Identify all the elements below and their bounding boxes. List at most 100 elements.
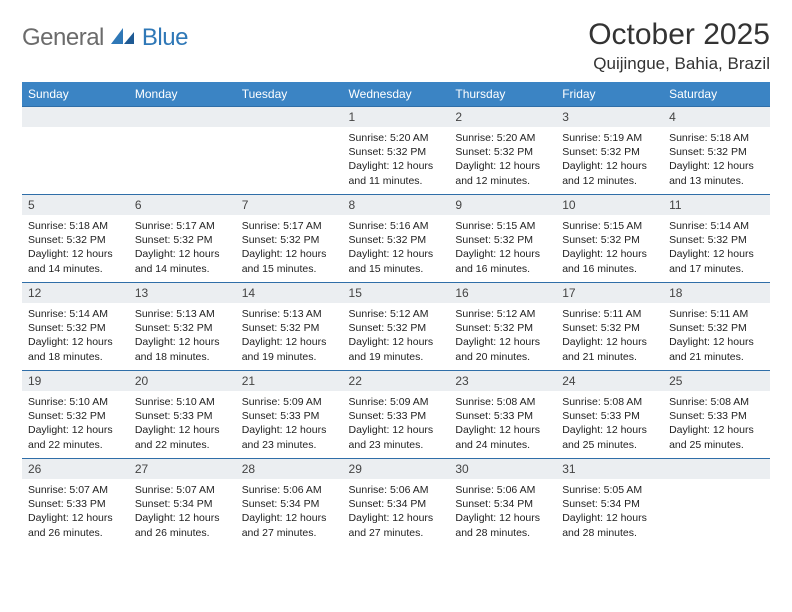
calendar-day-cell: 2Sunrise: 5:20 AMSunset: 5:32 PMDaylight… bbox=[449, 107, 556, 195]
daylight-line: Daylight: 12 hours and 19 minutes. bbox=[349, 335, 444, 363]
calendar-day-cell: 13Sunrise: 5:13 AMSunset: 5:32 PMDayligh… bbox=[129, 283, 236, 371]
daylight-line: Daylight: 12 hours and 11 minutes. bbox=[349, 159, 444, 187]
sunrise-line: Sunrise: 5:10 AM bbox=[28, 395, 123, 409]
day-number: 2 bbox=[449, 107, 556, 127]
sunset-line: Sunset: 5:32 PM bbox=[135, 321, 230, 335]
daylight-line: Daylight: 12 hours and 23 minutes. bbox=[349, 423, 444, 451]
sunrise-line: Sunrise: 5:18 AM bbox=[669, 131, 764, 145]
sunrise-line: Sunrise: 5:19 AM bbox=[562, 131, 657, 145]
calendar-day-cell: 31Sunrise: 5:05 AMSunset: 5:34 PMDayligh… bbox=[556, 459, 663, 547]
sunrise-line: Sunrise: 5:06 AM bbox=[242, 483, 337, 497]
sunrise-line: Sunrise: 5:17 AM bbox=[242, 219, 337, 233]
sunset-line: Sunset: 5:32 PM bbox=[669, 321, 764, 335]
sunset-line: Sunset: 5:32 PM bbox=[562, 233, 657, 247]
day-details: Sunrise: 5:12 AMSunset: 5:32 PMDaylight:… bbox=[343, 303, 450, 366]
day-details: Sunrise: 5:06 AMSunset: 5:34 PMDaylight:… bbox=[449, 479, 556, 542]
sunrise-line: Sunrise: 5:18 AM bbox=[28, 219, 123, 233]
day-details: Sunrise: 5:12 AMSunset: 5:32 PMDaylight:… bbox=[449, 303, 556, 366]
day-number: 12 bbox=[22, 283, 129, 303]
calendar-day-cell: 15Sunrise: 5:12 AMSunset: 5:32 PMDayligh… bbox=[343, 283, 450, 371]
daylight-line: Daylight: 12 hours and 14 minutes. bbox=[135, 247, 230, 275]
day-details: Sunrise: 5:20 AMSunset: 5:32 PMDaylight:… bbox=[343, 127, 450, 190]
sunset-line: Sunset: 5:32 PM bbox=[669, 233, 764, 247]
day-details: Sunrise: 5:17 AMSunset: 5:32 PMDaylight:… bbox=[236, 215, 343, 278]
sunrise-line: Sunrise: 5:13 AM bbox=[135, 307, 230, 321]
brand-word2: Blue bbox=[142, 24, 188, 52]
sunrise-line: Sunrise: 5:15 AM bbox=[455, 219, 550, 233]
calendar-week-row: 5Sunrise: 5:18 AMSunset: 5:32 PMDaylight… bbox=[22, 195, 770, 283]
day-number: 29 bbox=[343, 459, 450, 479]
day-number: 3 bbox=[556, 107, 663, 127]
day-number: 21 bbox=[236, 371, 343, 391]
day-number: 28 bbox=[236, 459, 343, 479]
day-number: 25 bbox=[663, 371, 770, 391]
sunset-line: Sunset: 5:32 PM bbox=[28, 409, 123, 423]
day-details: Sunrise: 5:18 AMSunset: 5:32 PMDaylight:… bbox=[22, 215, 129, 278]
sunset-line: Sunset: 5:32 PM bbox=[349, 145, 444, 159]
sunrise-line: Sunrise: 5:20 AM bbox=[455, 131, 550, 145]
day-number-bar bbox=[236, 107, 343, 127]
daylight-line: Daylight: 12 hours and 21 minutes. bbox=[562, 335, 657, 363]
day-number: 1 bbox=[343, 107, 450, 127]
header: General Blue October 2025 Quijingue, Bah… bbox=[22, 18, 770, 74]
sunrise-line: Sunrise: 5:08 AM bbox=[455, 395, 550, 409]
day-details: Sunrise: 5:13 AMSunset: 5:32 PMDaylight:… bbox=[236, 303, 343, 366]
sunset-line: Sunset: 5:32 PM bbox=[455, 233, 550, 247]
calendar-day-cell: 1Sunrise: 5:20 AMSunset: 5:32 PMDaylight… bbox=[343, 107, 450, 195]
sunrise-line: Sunrise: 5:15 AM bbox=[562, 219, 657, 233]
day-details: Sunrise: 5:08 AMSunset: 5:33 PMDaylight:… bbox=[556, 391, 663, 454]
daylight-line: Daylight: 12 hours and 12 minutes. bbox=[455, 159, 550, 187]
daylight-line: Daylight: 12 hours and 27 minutes. bbox=[349, 511, 444, 539]
calendar-day-cell: 20Sunrise: 5:10 AMSunset: 5:33 PMDayligh… bbox=[129, 371, 236, 459]
sunset-line: Sunset: 5:34 PM bbox=[242, 497, 337, 511]
weekday-header-row: Sunday Monday Tuesday Wednesday Thursday… bbox=[22, 82, 770, 107]
day-details: Sunrise: 5:13 AMSunset: 5:32 PMDaylight:… bbox=[129, 303, 236, 366]
calendar-day-cell: 18Sunrise: 5:11 AMSunset: 5:32 PMDayligh… bbox=[663, 283, 770, 371]
weekday-header: Thursday bbox=[449, 82, 556, 107]
sunset-line: Sunset: 5:32 PM bbox=[242, 233, 337, 247]
weekday-header: Wednesday bbox=[343, 82, 450, 107]
calendar-day-cell: 3Sunrise: 5:19 AMSunset: 5:32 PMDaylight… bbox=[556, 107, 663, 195]
location-text: Quijingue, Bahia, Brazil bbox=[588, 54, 770, 74]
day-details: Sunrise: 5:15 AMSunset: 5:32 PMDaylight:… bbox=[449, 215, 556, 278]
day-number: 8 bbox=[343, 195, 450, 215]
sunset-line: Sunset: 5:33 PM bbox=[562, 409, 657, 423]
calendar-week-row: 12Sunrise: 5:14 AMSunset: 5:32 PMDayligh… bbox=[22, 283, 770, 371]
sunrise-line: Sunrise: 5:07 AM bbox=[135, 483, 230, 497]
sunset-line: Sunset: 5:32 PM bbox=[135, 233, 230, 247]
day-details: Sunrise: 5:17 AMSunset: 5:32 PMDaylight:… bbox=[129, 215, 236, 278]
daylight-line: Daylight: 12 hours and 16 minutes. bbox=[562, 247, 657, 275]
calendar-day-cell: 17Sunrise: 5:11 AMSunset: 5:32 PMDayligh… bbox=[556, 283, 663, 371]
sunset-line: Sunset: 5:34 PM bbox=[562, 497, 657, 511]
daylight-line: Daylight: 12 hours and 26 minutes. bbox=[28, 511, 123, 539]
day-number-bar bbox=[129, 107, 236, 127]
daylight-line: Daylight: 12 hours and 21 minutes. bbox=[669, 335, 764, 363]
day-details: Sunrise: 5:15 AMSunset: 5:32 PMDaylight:… bbox=[556, 215, 663, 278]
daylight-line: Daylight: 12 hours and 22 minutes. bbox=[135, 423, 230, 451]
sunrise-line: Sunrise: 5:12 AM bbox=[349, 307, 444, 321]
day-number: 15 bbox=[343, 283, 450, 303]
day-number: 7 bbox=[236, 195, 343, 215]
daylight-line: Daylight: 12 hours and 15 minutes. bbox=[349, 247, 444, 275]
sunset-line: Sunset: 5:33 PM bbox=[28, 497, 123, 511]
day-number: 30 bbox=[449, 459, 556, 479]
sunset-line: Sunset: 5:34 PM bbox=[135, 497, 230, 511]
sunset-line: Sunset: 5:34 PM bbox=[349, 497, 444, 511]
day-number: 20 bbox=[129, 371, 236, 391]
day-number: 4 bbox=[663, 107, 770, 127]
day-details: Sunrise: 5:09 AMSunset: 5:33 PMDaylight:… bbox=[236, 391, 343, 454]
daylight-line: Daylight: 12 hours and 26 minutes. bbox=[135, 511, 230, 539]
day-details: Sunrise: 5:14 AMSunset: 5:32 PMDaylight:… bbox=[22, 303, 129, 366]
calendar-day-cell: 26Sunrise: 5:07 AMSunset: 5:33 PMDayligh… bbox=[22, 459, 129, 547]
sunset-line: Sunset: 5:33 PM bbox=[349, 409, 444, 423]
daylight-line: Daylight: 12 hours and 28 minutes. bbox=[562, 511, 657, 539]
calendar-day-cell: 25Sunrise: 5:08 AMSunset: 5:33 PMDayligh… bbox=[663, 371, 770, 459]
day-details: Sunrise: 5:10 AMSunset: 5:32 PMDaylight:… bbox=[22, 391, 129, 454]
daylight-line: Daylight: 12 hours and 17 minutes. bbox=[669, 247, 764, 275]
sunset-line: Sunset: 5:32 PM bbox=[562, 321, 657, 335]
sunset-line: Sunset: 5:32 PM bbox=[562, 145, 657, 159]
daylight-line: Daylight: 12 hours and 20 minutes. bbox=[455, 335, 550, 363]
calendar-day-cell bbox=[22, 107, 129, 195]
sunset-line: Sunset: 5:32 PM bbox=[455, 321, 550, 335]
sunset-line: Sunset: 5:32 PM bbox=[349, 233, 444, 247]
